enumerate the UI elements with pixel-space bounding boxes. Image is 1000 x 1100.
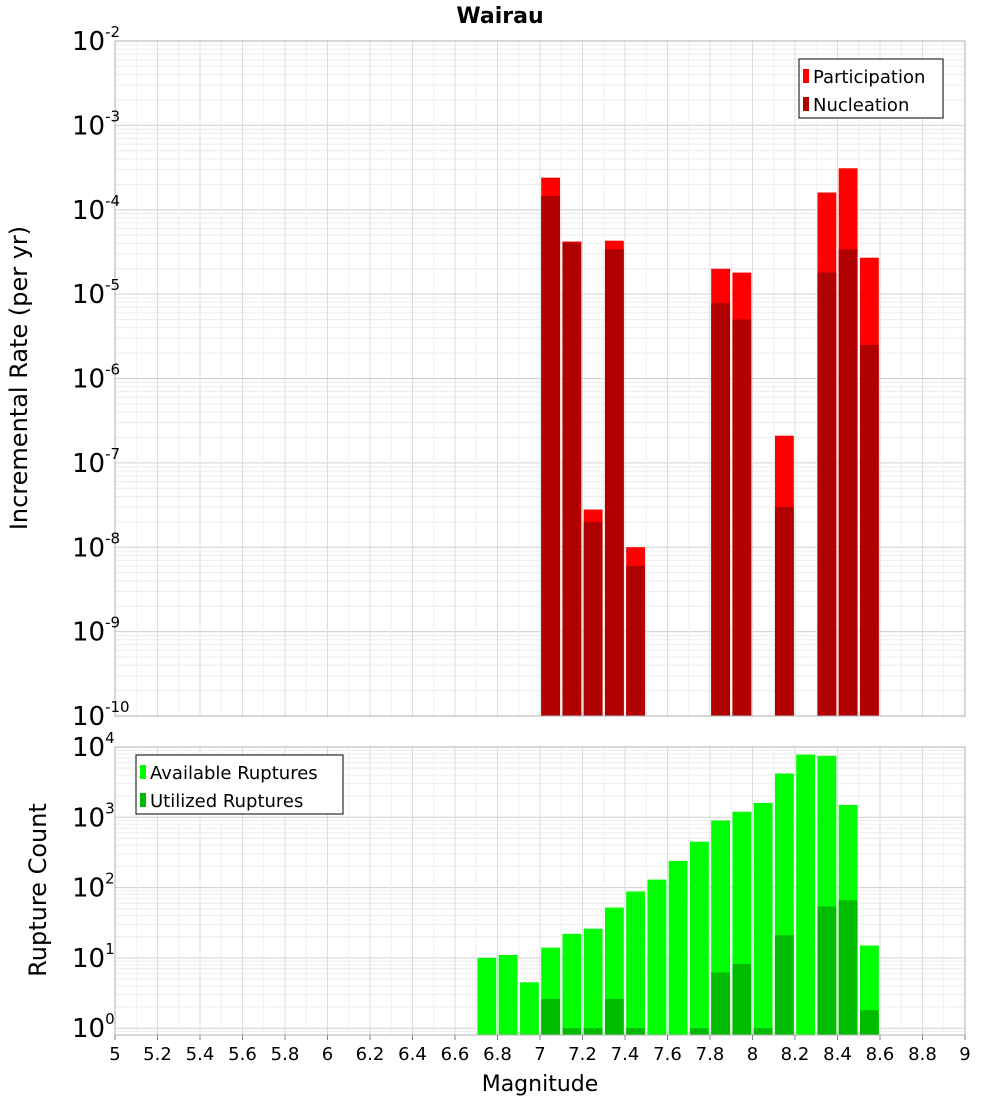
top-y-tick--9: 10-9 [72, 614, 120, 648]
rupture-count-panel: 104 103 102 101 100 Available Ruptures Utilize… [72, 729, 966, 1044]
bar-available-ruptures-6_95 [519, 982, 539, 1035]
bar-nucleation-8_15 [774, 506, 794, 716]
x-tick-label: 5.4 [186, 1044, 215, 1065]
top-y-tick--7: 10-7 [72, 445, 120, 479]
legend-label-available-ruptures: Available Ruptures [150, 763, 318, 784]
bar-nucleation-7_35 [604, 249, 624, 716]
bar-available-ruptures-8_25 [796, 754, 816, 1035]
bar-utilized-ruptures-7_35 [604, 999, 624, 1035]
bar-utilized-ruptures-7_75 [689, 1028, 709, 1035]
bar-utilized-ruptures-7_15 [562, 1028, 582, 1035]
bar-available-ruptures-7_75 [689, 841, 709, 1035]
bar-nucleation-7_45 [626, 565, 646, 716]
bar-utilized-ruptures-8_35 [817, 906, 837, 1035]
bar-nucleation-7_85 [711, 303, 731, 716]
plot-frame [114, 40, 966, 717]
bottom-y-tick-0: 100 [72, 1010, 115, 1044]
legend-label-utilized-ruptures: Utilized Ruptures [150, 791, 303, 812]
rate-panel: 10-2 10-3 10-4 10-5 10-6 10-7 10-8 10-9 10-10 Par… [72, 23, 966, 732]
bottom-y-tick-3: 103 [72, 799, 115, 833]
bar-available-ruptures-7_65 [668, 860, 688, 1035]
top-y-tick--8: 10-8 [72, 529, 120, 563]
top-y-tick--10: 10-10 [72, 698, 130, 732]
legend-label-nucleation: Nucleation [813, 95, 909, 116]
x-tick-label: 8 [747, 1044, 758, 1065]
bar-utilized-ruptures-8_45 [838, 900, 858, 1035]
bar-available-ruptures-7_45 [626, 891, 646, 1035]
x-axis-label: Magnitude [482, 1072, 599, 1097]
x-tick-label: 6.8 [483, 1044, 512, 1065]
x-tick-label: 8.2 [781, 1044, 810, 1065]
x-tick-label: 7.2 [568, 1044, 597, 1065]
bar-available-ruptures-7_25 [583, 928, 603, 1035]
top-y-axis-label: Incremental Rate (per yr) [5, 226, 33, 530]
x-tick-label: 8.4 [823, 1044, 852, 1065]
x-tick-label: 5.8 [271, 1044, 300, 1065]
bar-available-ruptures-7_55 [647, 879, 667, 1035]
top-y-tick--2: 10-2 [72, 23, 120, 57]
legend-box [135, 754, 344, 815]
bar-utilized-ruptures-7_45 [626, 1028, 646, 1035]
top-y-tick--3: 10-3 [72, 107, 120, 141]
legend: Participation Nucleation [798, 58, 944, 119]
legend-swatch-available-ruptures [140, 765, 146, 779]
x-tick-label: 5 [109, 1044, 120, 1065]
legend-swatch-utilized-ruptures [140, 793, 146, 807]
bar-nucleation-7_15 [562, 242, 582, 716]
bar-utilized-ruptures-7_25 [583, 1028, 603, 1035]
x-axis-ticks: 5 5.2 5.4 5.6 5.8 6 6.2 6.4 6.6 6.8 7 7.2 7.4 7.6 7.8 8… [109, 1035, 971, 1065]
x-tick-label: 7.8 [696, 1044, 725, 1065]
legend-box [798, 58, 944, 119]
bar-utilized-ruptures-8_15 [774, 935, 794, 1035]
bar-nucleation-7_25 [583, 521, 603, 716]
bar-nucleation-8_35 [817, 272, 837, 716]
bar-available-ruptures-6_75 [477, 957, 497, 1035]
bottom-y-tick-4: 104 [72, 729, 115, 763]
bottom-y-axis-label: Rupture Count [24, 803, 52, 977]
x-tick-label: 5.2 [143, 1044, 172, 1065]
x-tick-label: 7.6 [653, 1044, 682, 1065]
bar-nucleation-8_45 [838, 249, 858, 716]
legend-swatch-nucleation [803, 97, 809, 111]
bar-utilized-ruptures-7_85 [711, 972, 731, 1035]
x-tick-label: 6 [322, 1044, 333, 1065]
bar-available-ruptures-6_85 [498, 954, 518, 1035]
legend-label-participation: Participation [813, 67, 925, 88]
legend-swatch-participation [803, 69, 809, 83]
bottom-y-tick-1: 101 [72, 940, 115, 974]
x-tick-label: 6.4 [398, 1044, 427, 1065]
bar-utilized-ruptures-7_05 [541, 999, 561, 1035]
x-tick-label: 8.8 [908, 1044, 937, 1065]
chart-title: Wairau [456, 4, 543, 29]
bar-nucleation-7_05 [541, 196, 561, 716]
bottom-y-tick-2: 102 [72, 870, 115, 904]
bar-available-ruptures-8_05 [753, 802, 773, 1035]
bar-utilized-ruptures-8_55 [859, 1010, 879, 1035]
bar-available-ruptures-7_15 [562, 933, 582, 1035]
legend: Available Ruptures Utilized Ruptures [135, 754, 344, 815]
bar-nucleation-8_55 [859, 344, 879, 716]
x-tick-label: 8.6 [866, 1044, 895, 1065]
bar-utilized-ruptures-8_05 [753, 1028, 773, 1035]
x-tick-label: 6.2 [356, 1044, 385, 1065]
x-tick-label: 7.4 [611, 1044, 640, 1065]
x-tick-label: 7 [534, 1044, 545, 1065]
top-y-tick--5: 10-5 [72, 276, 120, 310]
x-tick-label: 5.6 [228, 1044, 257, 1065]
top-y-tick--4: 10-4 [72, 192, 120, 226]
bar-utilized-ruptures-7_95 [732, 963, 752, 1035]
bar-nucleation-7_95 [732, 319, 752, 716]
x-tick-label: 6.6 [441, 1044, 470, 1065]
top-y-tick--6: 10-6 [72, 361, 120, 395]
x-tick-label: 9 [959, 1044, 970, 1065]
